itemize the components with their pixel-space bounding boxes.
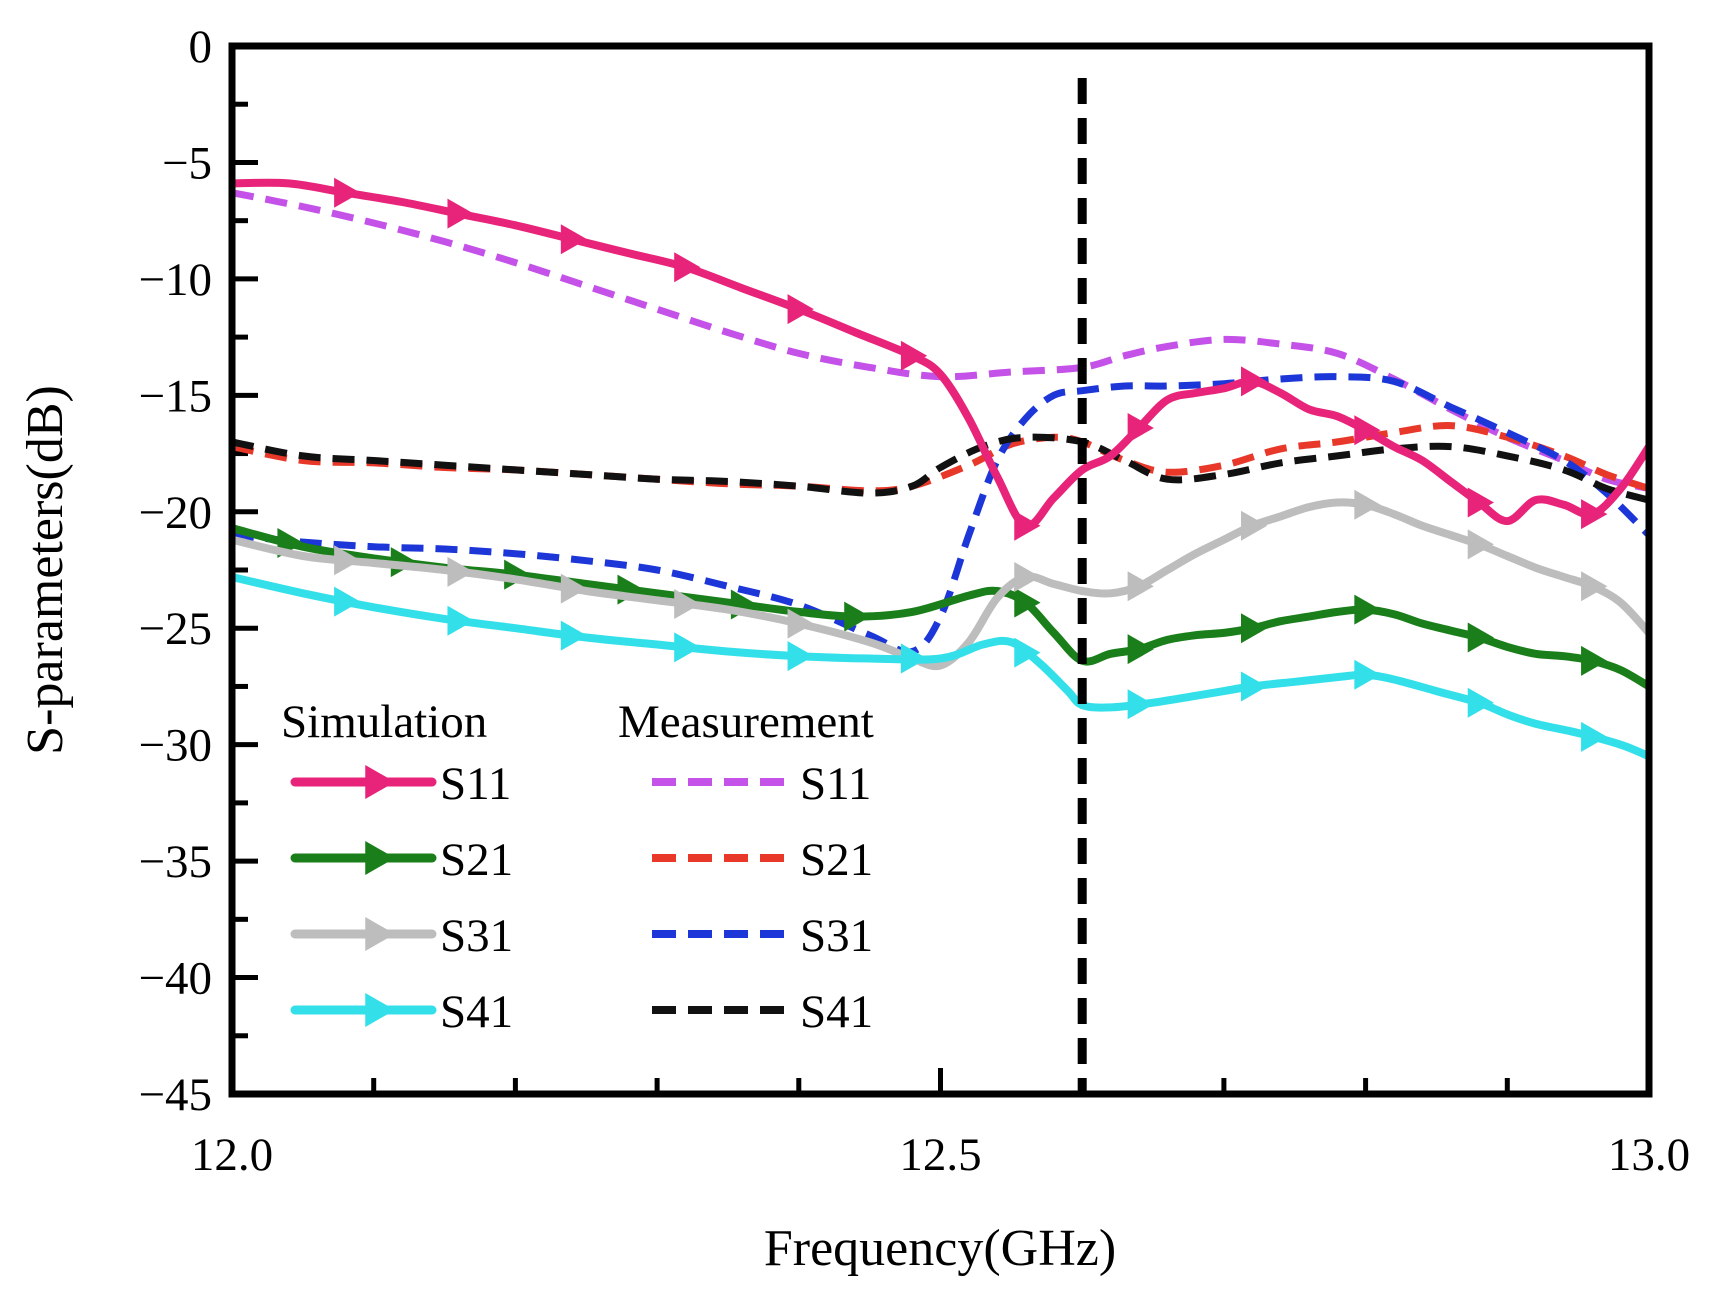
series-marker-simulation-s41	[1467, 687, 1494, 718]
series-marker-simulation-s41	[447, 605, 474, 636]
legend-marker-simulation-s31	[365, 917, 395, 951]
series-marker-simulation-s11	[1127, 412, 1154, 443]
legend-marker-simulation-s21	[365, 841, 395, 875]
series-marker-simulation-s41	[1240, 671, 1268, 702]
series-marker-simulation-s11	[560, 224, 588, 255]
x-tick-label: 12.5	[899, 1129, 981, 1181]
series-marker-simulation-s41	[900, 643, 928, 674]
series-marker-simulation-s31	[1014, 561, 1041, 592]
series-marker-simulation-s31	[447, 556, 474, 587]
legend-group-title-simulation: Simulation	[281, 696, 487, 748]
y-tick-label: −25	[138, 603, 212, 655]
series-simulation-s21	[232, 524, 1649, 691]
series-marker-simulation-s31	[334, 545, 361, 576]
legend-group-title-measurement: Measurement	[618, 696, 874, 748]
legend-label-measurement-s11: S11	[800, 758, 871, 810]
x-axis-title: Frequency(GHz)	[764, 1220, 1116, 1277]
series-marker-simulation-s31	[787, 608, 814, 639]
legend-label-measurement-s21: S21	[800, 834, 873, 886]
series-marker-simulation-s11	[900, 340, 928, 371]
series-marker-simulation-s41	[1354, 659, 1381, 690]
y-tick-label: −20	[138, 487, 212, 539]
y-tick-label: −10	[138, 254, 212, 306]
series-marker-simulation-s21	[1240, 613, 1268, 644]
series-marker-simulation-s31	[1467, 529, 1494, 560]
series-marker-simulation-s41	[334, 586, 361, 617]
series-marker-simulation-s11	[1240, 366, 1268, 397]
series-marker-simulation-s21	[844, 601, 871, 632]
x-tick-label: 13.0	[1608, 1129, 1690, 1181]
series-marker-simulation-s41	[1127, 689, 1154, 720]
y-tick-label: −5	[162, 137, 212, 189]
series-marker-simulation-s11	[1467, 487, 1494, 518]
legend-label-simulation-s21: S21	[440, 834, 513, 886]
series-marker-simulation-s11	[787, 294, 814, 325]
y-tick-label: −30	[138, 720, 212, 772]
legend-marker-simulation-s11	[365, 765, 395, 799]
series-marker-simulation-s31	[1581, 571, 1608, 602]
y-tick-label: −35	[138, 836, 212, 888]
legend: Simulation Measurement S11 S21 S31 S41 S11 S2…	[281, 696, 874, 1038]
y-tick-label: −45	[138, 1069, 212, 1121]
tick-labels: 12.0 12.5 13.0 0 −5 −10 −15 −20 −25 −30 −35 −40 −45	[138, 21, 1690, 1181]
y-axis-title: S-parameters(dB)	[17, 385, 74, 755]
series-marker-simulation-s41	[1581, 721, 1608, 752]
series-marker-simulation-s31	[1127, 571, 1154, 602]
series-marker-simulation-s21	[1581, 645, 1608, 676]
series-simulation-s11	[232, 177, 1649, 541]
series-marker-simulation-s41	[787, 641, 814, 672]
series-layer	[232, 78, 1649, 1094]
y-tick-label: −40	[138, 953, 212, 1005]
series-marker-simulation-s21	[1127, 634, 1154, 665]
series-marker-simulation-s11	[1014, 510, 1041, 541]
series-marker-simulation-s21	[1014, 587, 1041, 618]
legend-label-measurement-s41: S41	[800, 986, 873, 1038]
series-marker-simulation-s31	[674, 589, 701, 620]
series-marker-simulation-s41	[560, 620, 588, 651]
legend-marker-simulation-s41	[365, 993, 395, 1027]
series-marker-simulation-s41	[674, 632, 701, 663]
series-marker-simulation-s11	[334, 177, 361, 208]
legend-label-simulation-s31: S31	[440, 910, 513, 962]
y-tick-label: −15	[138, 370, 212, 422]
series-marker-simulation-s11	[674, 252, 701, 283]
series-simulation-s41	[232, 573, 1649, 761]
series-marker-simulation-s31	[1240, 510, 1268, 541]
series-marker-simulation-s21	[1354, 594, 1381, 625]
series-marker-simulation-s11	[1581, 499, 1608, 530]
x-tick-label: 12.0	[191, 1129, 273, 1181]
legend-label-measurement-s31: S31	[800, 910, 873, 962]
legend-label-simulation-s11: S11	[440, 758, 511, 810]
series-marker-simulation-s31	[1354, 489, 1381, 520]
series-marker-simulation-s41	[1014, 637, 1041, 668]
y-tick-label: 0	[189, 21, 213, 73]
series-marker-simulation-s11	[447, 198, 474, 229]
series-marker-simulation-s11	[1354, 415, 1381, 446]
legend-label-simulation-s41: S41	[440, 986, 513, 1038]
series-marker-simulation-s21	[1467, 622, 1494, 653]
plot-frame	[228, 42, 1653, 1098]
series-marker-simulation-s31	[560, 573, 588, 604]
